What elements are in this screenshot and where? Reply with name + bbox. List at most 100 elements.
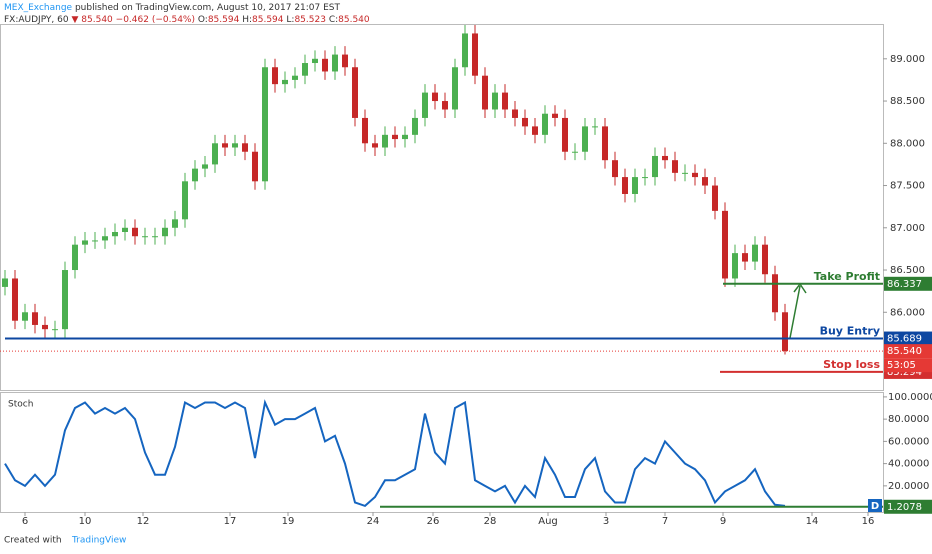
axis-label: 85.689 xyxy=(887,334,922,345)
candle-body xyxy=(202,164,208,169)
x-tick-label: 14 xyxy=(806,516,819,527)
y-tick-label: 87.500 xyxy=(890,181,925,192)
last: 85.540 xyxy=(81,15,113,25)
axis-label: 86.337 xyxy=(887,279,922,290)
candle-body xyxy=(222,143,228,148)
ohlc-value: 85.594 xyxy=(208,15,240,25)
candle-body xyxy=(52,329,58,331)
x-tick-label: 26 xyxy=(427,516,440,527)
candle-body xyxy=(772,274,778,313)
candle-body xyxy=(392,134,398,140)
candle-body xyxy=(532,126,538,135)
x-tick-label: 19 xyxy=(282,516,295,527)
x-tick-label: 12 xyxy=(137,516,150,527)
symbol-line: FX:AUDJPY, 60 ▼ 85.540 −0.462 (−0.54%) O… xyxy=(4,15,370,25)
candle-body xyxy=(62,270,68,330)
publisher: MEX_Exchange xyxy=(4,3,73,13)
candle-body xyxy=(82,240,88,245)
axis-label-box xyxy=(884,276,932,291)
candle-body xyxy=(162,227,168,237)
candle-body xyxy=(682,172,688,174)
candle-body xyxy=(362,117,368,144)
candle-body xyxy=(572,151,578,153)
candle-body xyxy=(602,126,608,161)
candle-body xyxy=(552,113,558,118)
y-tick-label: 86.500 xyxy=(890,265,925,276)
candle-body xyxy=(122,227,128,233)
axis-label-box xyxy=(884,499,932,514)
candle-body xyxy=(22,312,28,321)
axis-label-box xyxy=(884,358,932,373)
stoch-pane xyxy=(0,392,884,513)
candle-body xyxy=(562,117,568,152)
candle-body xyxy=(382,134,388,148)
ohlc-value: 85.540 xyxy=(338,15,370,25)
y-tick-label: 40.0000 xyxy=(888,459,929,470)
candle-body xyxy=(662,155,668,161)
candle-body xyxy=(322,58,328,72)
x-tick-label: 7 xyxy=(662,516,668,527)
stoch-line xyxy=(4,399,786,508)
candle-body xyxy=(632,177,638,194)
candle-body xyxy=(152,236,158,238)
x-tick-label: 16 xyxy=(862,516,875,527)
candle-body xyxy=(272,67,278,85)
candle-body xyxy=(182,181,188,220)
y-tick-label: 20.0000 xyxy=(888,481,929,492)
candle-body xyxy=(262,67,268,182)
axis-label-box xyxy=(884,331,932,346)
y-tick-label: 60.0000 xyxy=(888,436,929,447)
candle-body xyxy=(342,54,348,68)
ohlc-key: C: xyxy=(329,15,338,25)
candle-body xyxy=(712,185,718,211)
candle-body xyxy=(642,177,648,179)
interval-button xyxy=(868,499,882,512)
header-line: MEX_Exchange published on TradingView.co… xyxy=(4,3,341,13)
candle-body xyxy=(2,278,8,287)
x-tick-label: 24 xyxy=(367,516,380,527)
candle-body xyxy=(732,253,738,279)
candle-body xyxy=(762,244,768,275)
candle-body xyxy=(132,227,138,237)
ohlc-value: 85.523 xyxy=(294,15,326,25)
candle-body xyxy=(422,92,428,118)
candle-body xyxy=(292,75,298,80)
x-tick-label: 9 xyxy=(720,516,726,527)
candle-body xyxy=(752,244,758,262)
arrow xyxy=(789,282,807,339)
y-tick-label: 89.000 xyxy=(890,54,925,65)
candle-body xyxy=(672,160,678,173)
y-tick-label: 88.500 xyxy=(890,96,925,107)
candle-body xyxy=(242,143,248,152)
ohlc-value: 85.594 xyxy=(252,15,284,25)
candle-body xyxy=(592,126,598,128)
symbol: FX:AUDJPY, 60 xyxy=(4,15,69,25)
candle-body xyxy=(652,155,658,178)
plot-layer: 86.000 86.500 87.000 87.500 88.000 88.500 89.0… xyxy=(0,25,932,527)
candle-body xyxy=(352,67,358,118)
candle-body xyxy=(32,312,38,325)
candle-body xyxy=(702,177,708,186)
candle-body xyxy=(252,151,258,182)
x-tick-label: 28 xyxy=(484,516,497,527)
ohlc-key: H: xyxy=(242,15,252,25)
candle-body xyxy=(492,92,498,110)
level-label: Stop loss xyxy=(823,358,880,371)
candle-body xyxy=(282,79,288,85)
candle-body xyxy=(742,253,748,262)
candle-body xyxy=(622,177,628,194)
x-tick-label: 17 xyxy=(224,516,237,527)
candle-body xyxy=(72,244,78,271)
candle-body xyxy=(42,324,48,330)
candle-body xyxy=(92,240,98,242)
candle-body xyxy=(432,92,438,102)
price-pane xyxy=(0,24,884,391)
x-tick-label: 10 xyxy=(79,516,92,527)
x-tick-label: Aug xyxy=(538,516,558,527)
ohlc-key: L: xyxy=(286,15,294,25)
footer-created: Created with xyxy=(4,536,62,546)
candle-body xyxy=(212,143,218,165)
candle-body xyxy=(412,117,418,135)
candle-body xyxy=(782,312,788,352)
